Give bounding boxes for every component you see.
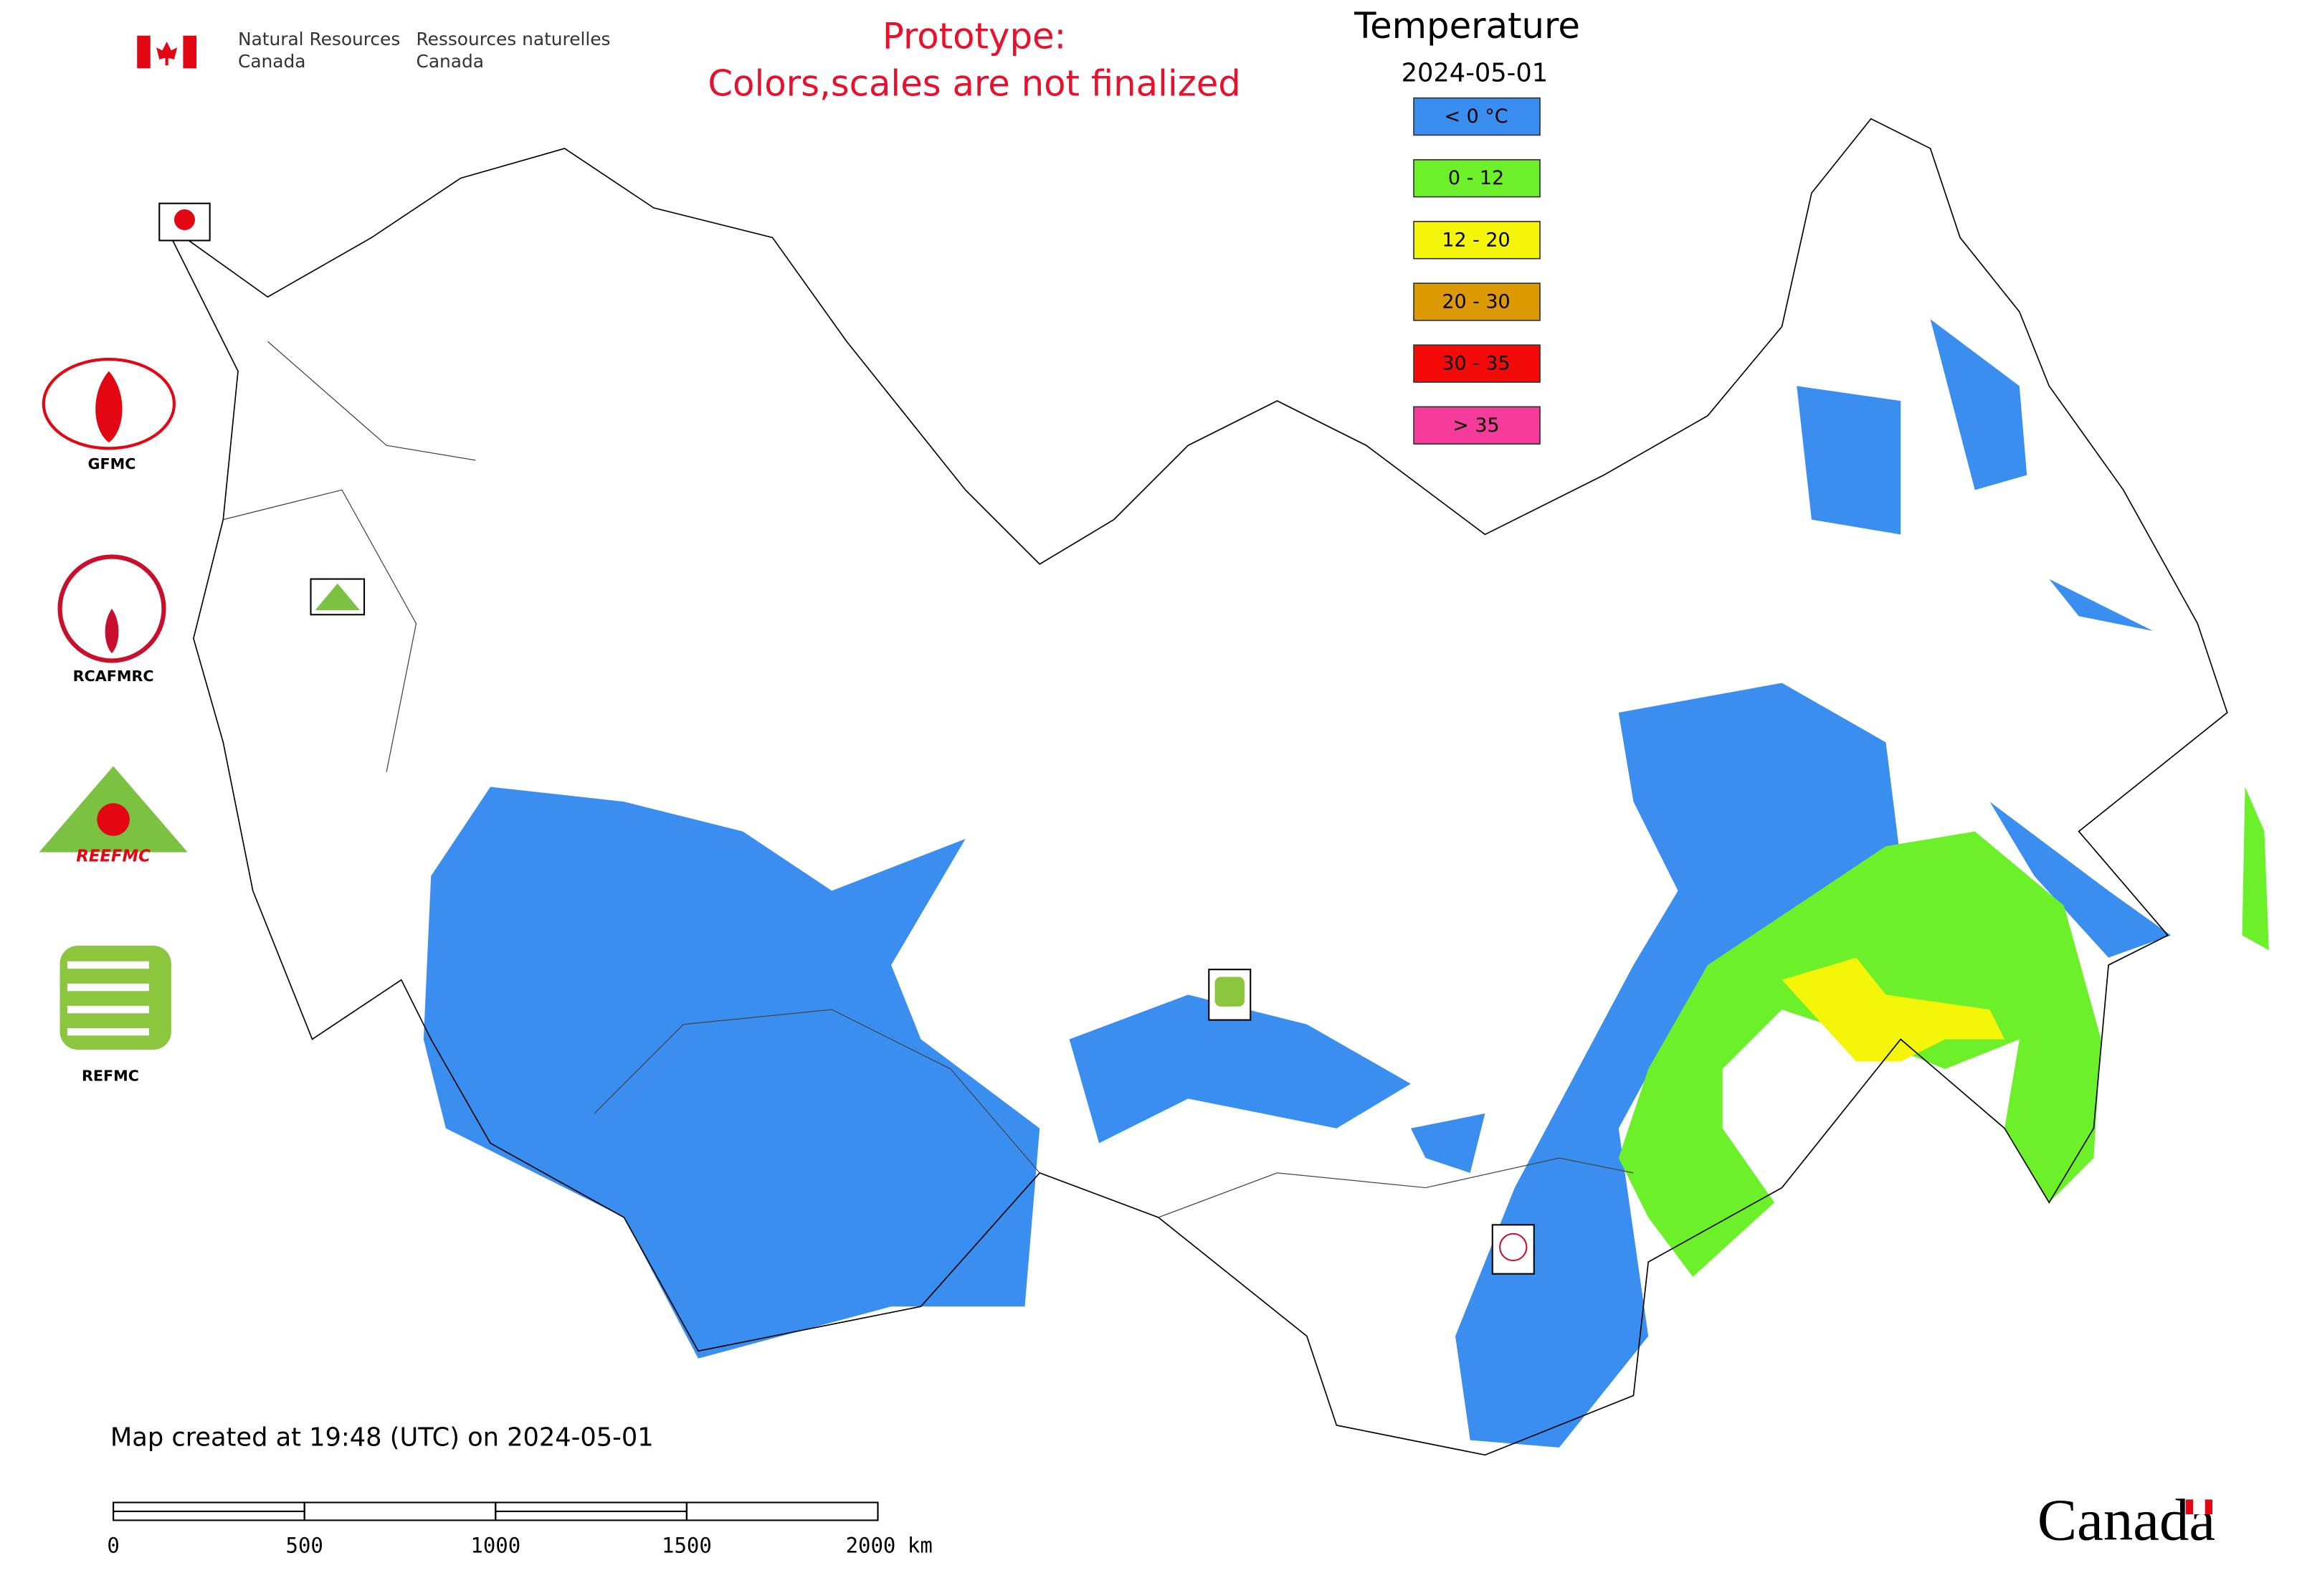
logo-label: RCAFMRC [73,668,154,685]
legend-swatch [1413,158,1541,198]
legend-swatch [1413,97,1541,136]
scale-label: 0 [107,1534,119,1558]
flag-bar [183,35,197,69]
logo-reefmc: REEFMC [39,766,188,865]
legend-label: 0 - 12 [1448,167,1504,189]
legend-swatch [1413,221,1541,260]
region [1782,957,2005,1062]
legend-label: > 35 [1452,414,1499,437]
region [1618,831,2101,1277]
notice: Colors,scales are not finalized [708,63,1240,105]
legend-date: 2024-05-01 [1402,59,1549,88]
region [1989,802,2172,958]
legend-label: 20 - 30 [1442,291,1510,313]
logo-stripes [67,961,149,1036]
station-icon [315,583,360,611]
scale-segment [685,1501,879,1521]
station-marker [1491,1224,1535,1275]
region [1410,1113,1485,1173]
scale-label: 1000 [470,1534,520,1558]
legend-swatch [1413,344,1541,383]
scale-segment [303,1501,497,1521]
logo-shape [60,946,171,1050]
created-note: Map created at 19:48 (UTC) on 2024-05-01 [110,1423,654,1453]
flag-bar [137,35,151,69]
legend-label: 30 - 35 [1442,353,1510,375]
station-icon [1499,1232,1528,1262]
station-icon [173,209,195,230]
region [1455,683,1901,1448]
legend: < 0 °C 0 - 12 12 - 20 20 - 30 30 - 35 > 35 [1413,97,1541,445]
flag-field [2193,1499,2205,1515]
legend-swatch [1413,282,1541,321]
agency-fr: Ressources naturelles [417,29,611,49]
legend-label: 12 - 20 [1442,229,1510,251]
legend-label: < 0 °C [1444,105,1508,128]
canada-wordmark: Canada [2037,1487,2215,1553]
gov-signature: Natural Resources Canada Ressources natu… [137,29,611,72]
station-markers [158,202,1535,1275]
legend-swatch [1413,406,1541,445]
region [1797,386,1901,535]
wordmark-flag [2185,1499,2213,1515]
scale-unit: km [908,1534,933,1558]
region [1930,319,2027,490]
logo-flame [105,608,119,654]
legend-title: Temperature [1354,5,1580,47]
border [223,341,1634,1218]
station-icon [1214,977,1245,1007]
scale-label: 500 [286,1534,323,1558]
region [423,787,1040,1359]
logo-flame [95,371,123,443]
logo-shape [42,358,176,450]
coastline [163,118,2228,1456]
logo-label: REEFMC [76,847,151,865]
agency-en: Natural Resources [238,29,400,49]
logo-rcafmrc: RCAFMRC [57,554,166,685]
logo-label: REFMC [82,1067,139,1084]
agency-en: Canada [238,51,305,72]
temperature-regions [423,319,2269,1448]
scale-label: 1500 [662,1534,712,1558]
logo-flame [97,803,130,836]
logo-label: GFMC [88,455,136,472]
scale-bar: 0 500 1000 1500 2000 km [107,1501,933,1558]
logo-gfmc: GFMC [42,358,176,472]
agency-fr: Canada [417,51,484,72]
region [2242,787,2269,951]
logo-refmc: REFMC [60,946,171,1084]
maple-leaf [156,41,178,66]
scale-label: 2000 [846,1534,896,1558]
notice: Prototype: [883,15,1066,57]
region [1069,994,1411,1144]
region [2049,579,2154,632]
